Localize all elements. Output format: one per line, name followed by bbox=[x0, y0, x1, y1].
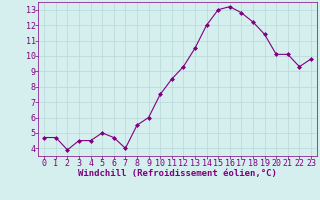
X-axis label: Windchill (Refroidissement éolien,°C): Windchill (Refroidissement éolien,°C) bbox=[78, 169, 277, 178]
